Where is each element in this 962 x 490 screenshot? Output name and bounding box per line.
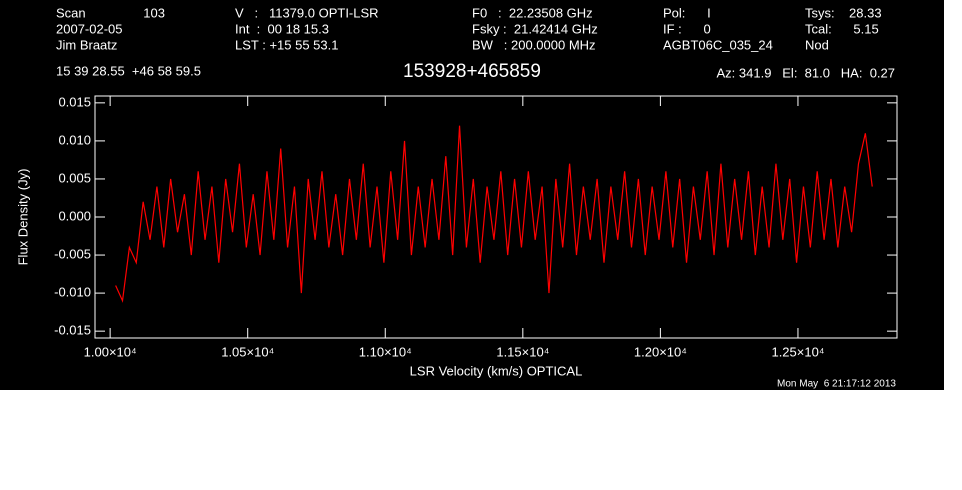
x-tick-label: 1.15×10⁴ xyxy=(496,344,549,359)
pointing: Az: 341.9 El: 81.0 HA: 0.27 xyxy=(717,65,896,80)
timestamp: Mon May 6 21:17:12 2013 xyxy=(777,379,896,390)
header-field: V : 11379.0 OPTI-LSR xyxy=(235,5,379,20)
x-tick-label: 1.10×10⁴ xyxy=(359,344,412,359)
header-field: IF : 0 xyxy=(663,21,711,36)
header-field: Jim Braatz xyxy=(56,37,117,52)
header-field: F0 : 22.23508 GHz xyxy=(472,5,593,20)
header-field: Fsky : 21.42414 GHz xyxy=(472,21,598,36)
x-tick-label: 1.25×10⁴ xyxy=(771,344,824,359)
y-tick-label: -0.015 xyxy=(54,323,91,338)
header-field: LST : +15 55 53.1 xyxy=(235,37,338,52)
y-tick-label: 0.010 xyxy=(58,132,91,147)
y-axis-label: Flux Density (Jy) xyxy=(15,169,30,266)
header-field: Int : 00 18 15.3 xyxy=(235,21,329,36)
x-tick-label: 1.00×10⁴ xyxy=(84,344,137,359)
header-field: 2007-02-05 xyxy=(56,21,123,36)
header-field: Scan xyxy=(56,5,86,20)
header-field: Tsys: 28.33 xyxy=(805,5,882,20)
y-tick-label: 0.000 xyxy=(58,208,91,223)
spectrum-line xyxy=(115,125,873,303)
source-position: 15 39 28.55 +46 58 59.5 xyxy=(56,63,201,78)
header-field: Tcal: 5.15 xyxy=(805,21,879,36)
y-tick-label: 0.005 xyxy=(58,170,91,185)
x-tick-label: 1.20×10⁴ xyxy=(634,344,687,359)
header-field: AGBT06C_035_24 xyxy=(663,37,773,52)
header-field: 103 xyxy=(143,5,165,20)
x-tick-label: 1.05×10⁴ xyxy=(221,344,274,359)
header-field: Nod xyxy=(805,37,829,52)
y-tick-label: 0.015 xyxy=(58,94,91,109)
chart-title: 153928+465859 xyxy=(403,61,541,82)
header-field: Pol: I xyxy=(663,5,711,20)
y-tick-label: -0.005 xyxy=(54,246,91,261)
header-field: BW : 200.0000 MHz xyxy=(472,37,596,52)
y-tick-label: -0.010 xyxy=(54,285,91,300)
x-axis-label: LSR Velocity (km/s) OPTICAL xyxy=(410,363,583,378)
